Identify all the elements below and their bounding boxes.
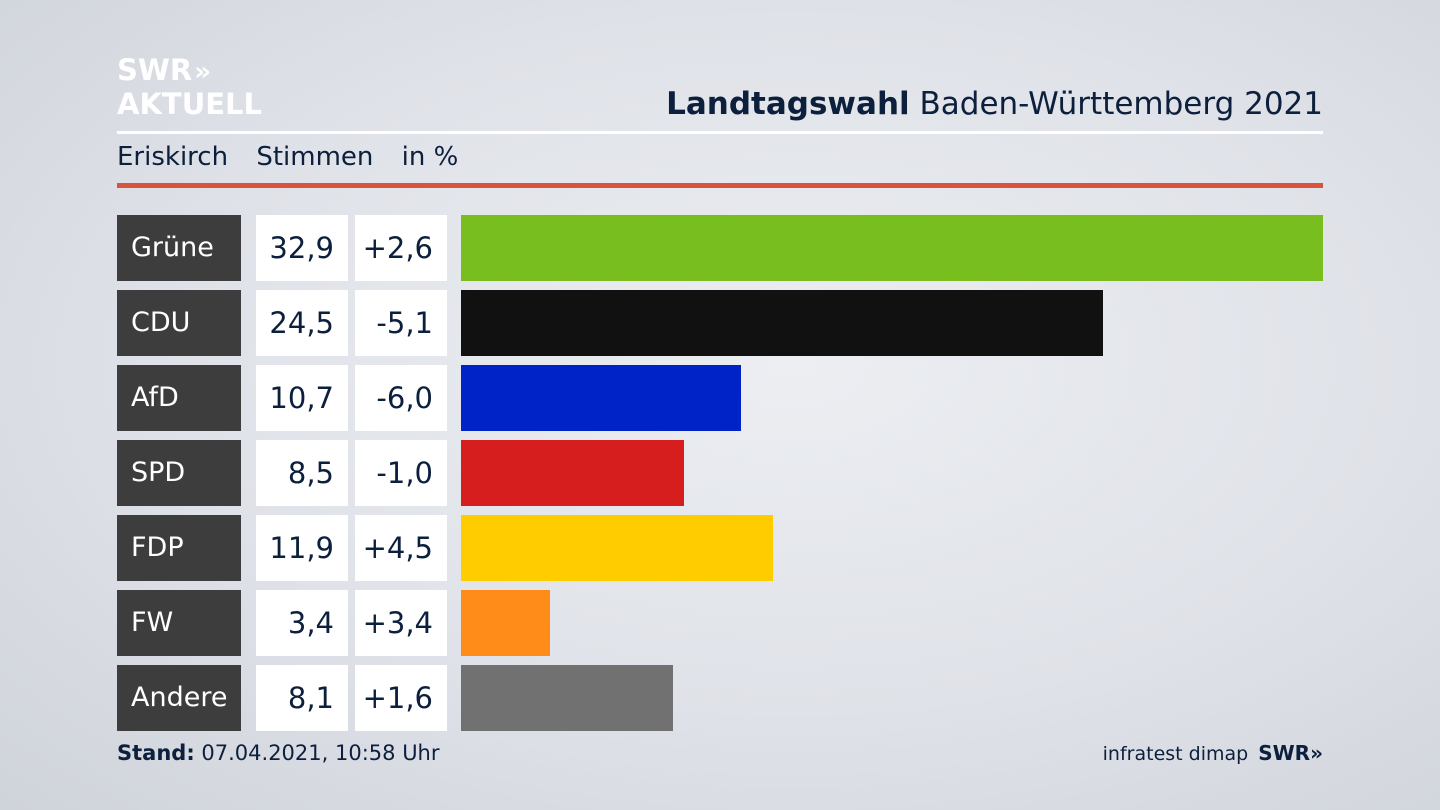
chart-row: CDU 24,5 -5,1 [117,290,1323,356]
chart-row: SPD 8,5 -1,0 [117,440,1323,506]
vote-share-value: 11,9 [256,515,348,581]
party-label: Grüne [117,215,241,281]
logo-text-aktuell: AKTUELL [117,87,263,121]
bar-afd [461,365,741,431]
vote-share-value: 10,7 [256,365,348,431]
bar-fw [461,590,550,656]
party-label: AfD [117,365,241,431]
logo-arrows-icon: » [194,57,211,87]
accent-divider [117,183,1323,188]
title-rest: Baden-Württemberg 2021 [919,86,1323,122]
vote-change-value: -1,0 [355,440,447,506]
place-label: Eriskirch [117,142,229,172]
vote-share-value: 8,1 [256,665,348,731]
source-label: infratest dimap [1102,743,1249,765]
unit-label: in % [401,142,459,172]
vote-share-value: 32,9 [256,215,348,281]
chart-row: Grüne 32,9 +2,6 [117,215,1323,281]
stand-timestamp: Stand: 07.04.2021, 10:58 Uhr [117,741,440,765]
vote-change-value: +2,6 [355,215,447,281]
chart-row: AfD 10,7 -6,0 [117,365,1323,431]
party-label: SPD [117,440,241,506]
vote-share-value: 24,5 [256,290,348,356]
party-label: CDU [117,290,241,356]
vote-change-value: +4,5 [355,515,447,581]
header-divider [117,131,1323,134]
title-bold: Landtagswahl [666,86,910,122]
bar-andere [461,665,673,731]
swr-brand-logo: SWR» [1258,741,1323,765]
bar-spd [461,440,684,506]
bar-fdp [461,515,773,581]
vote-change-value: -5,1 [355,290,447,356]
bar-cdu [461,290,1103,356]
swr-aktuell-logo: SWR» AKTUELL [117,54,262,120]
stand-label: Stand: [117,741,195,765]
party-label: Andere [117,665,241,731]
party-label: FDP [117,515,241,581]
page-title: Landtagswahl Baden-Württemberg 2021 [666,86,1323,122]
measure-label: Stimmen [256,142,374,172]
stand-value: 07.04.2021, 10:58 Uhr [201,741,440,765]
chart-subheader: Eriskirch Stimmen in % [117,142,478,172]
vote-share-value: 8,5 [256,440,348,506]
vote-change-value: +3,4 [355,590,447,656]
source-credit: infratest dimap SWR» [1103,741,1323,765]
vote-change-value: +1,6 [355,665,447,731]
vote-change-value: -6,0 [355,365,447,431]
chart-row: FW 3,4 +3,4 [117,590,1323,656]
party-label: FW [117,590,241,656]
logo-text-swr: SWR [117,53,193,87]
chart-row: Andere 8,1 +1,6 [117,665,1323,731]
chart-row: FDP 11,9 +4,5 [117,515,1323,581]
bar-gr-ne [461,215,1323,281]
vote-share-value: 3,4 [256,590,348,656]
